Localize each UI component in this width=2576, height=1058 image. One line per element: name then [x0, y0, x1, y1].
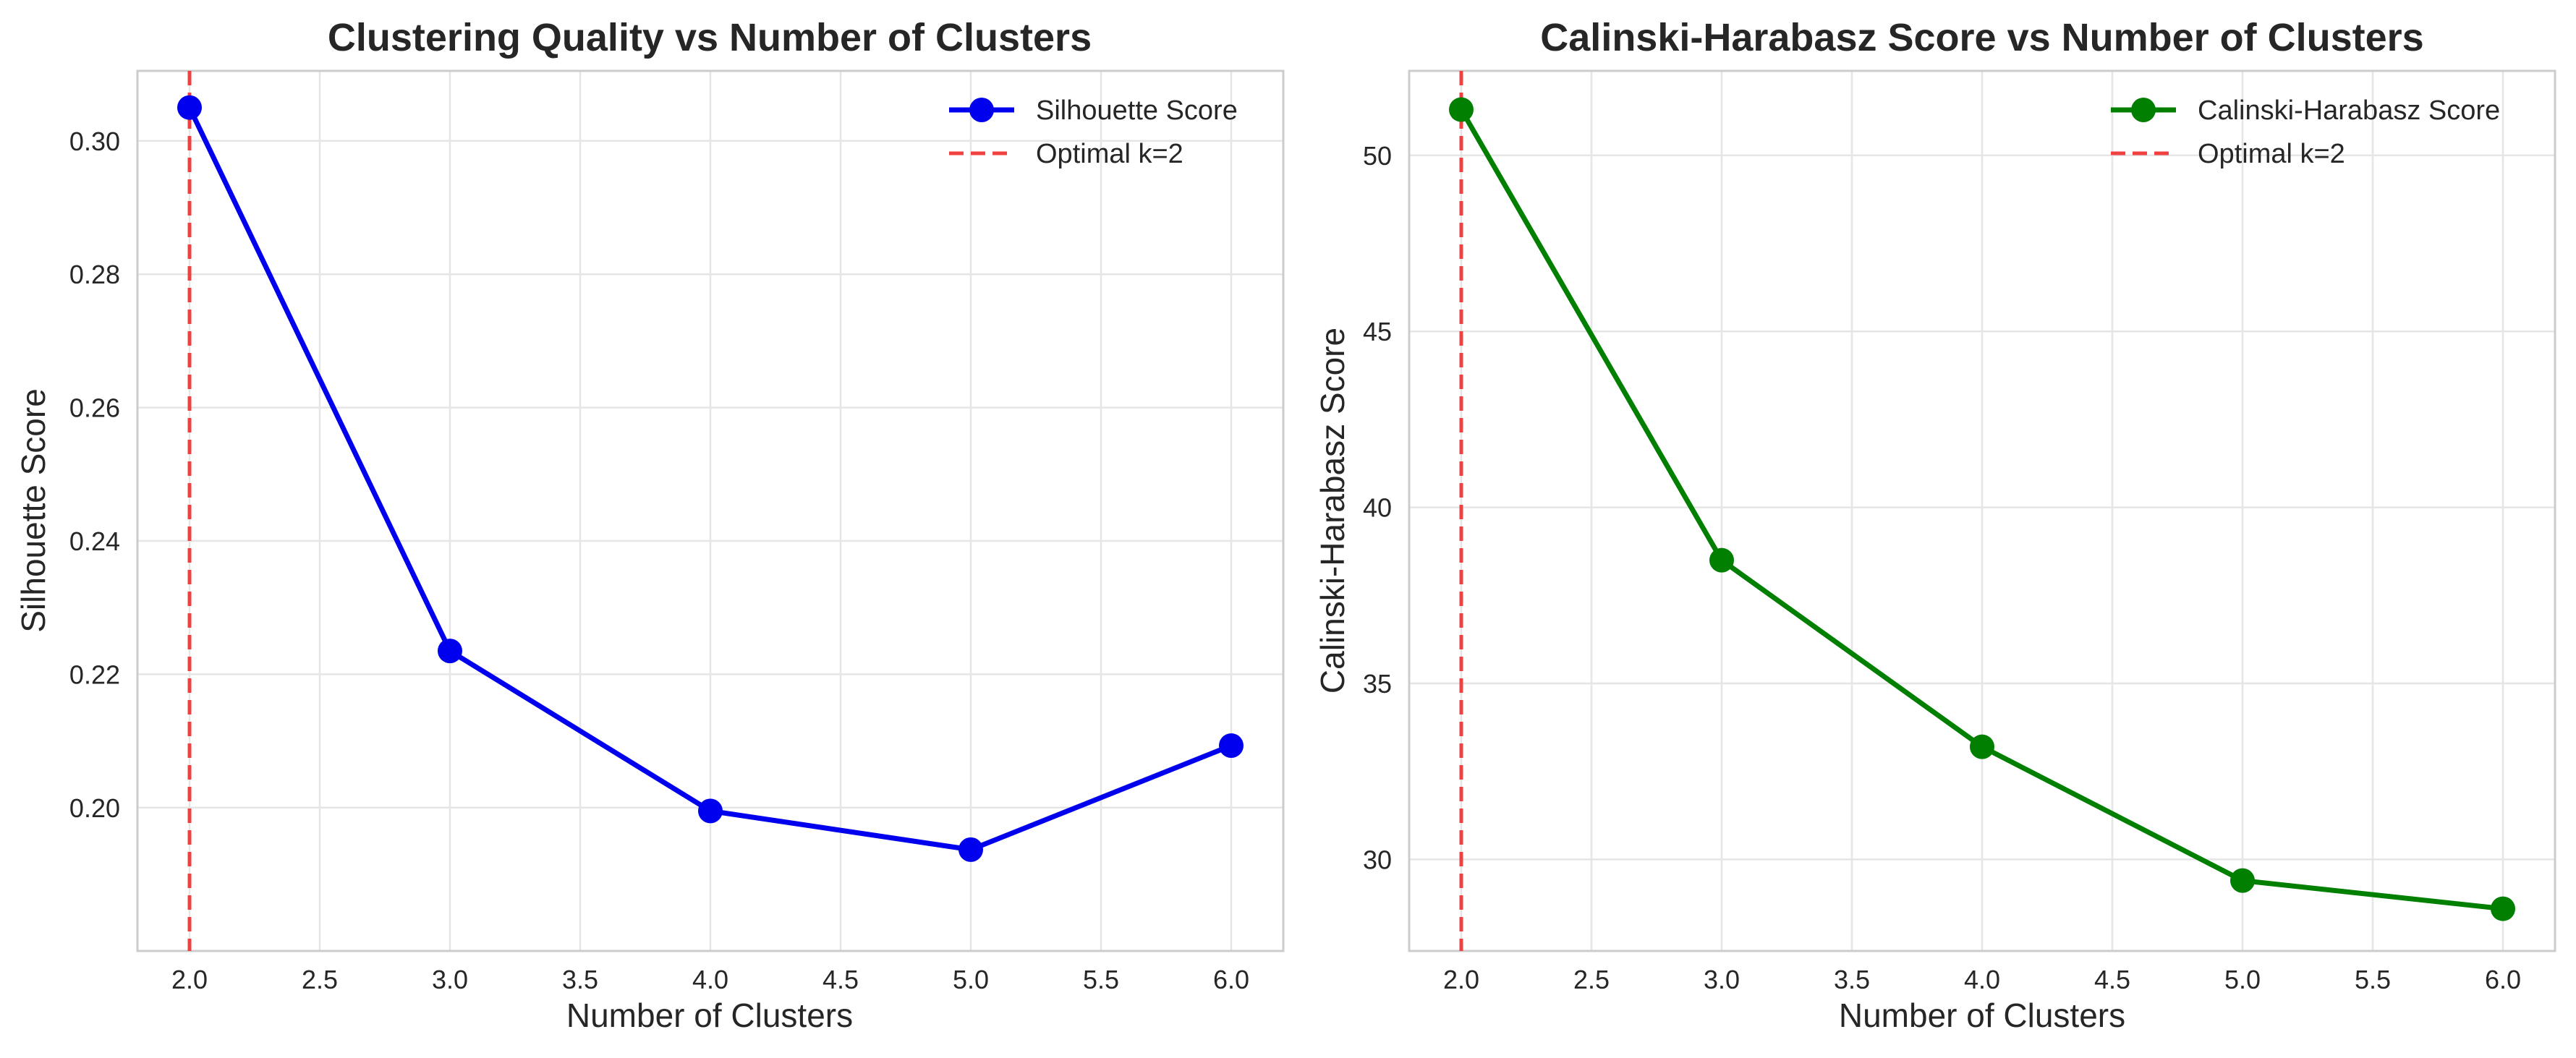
x-tick-label: 2.0 [1443, 965, 1479, 994]
data-point [958, 837, 983, 862]
y-tick-label: 0.26 [69, 393, 120, 423]
x-tick-label: 5.0 [2224, 965, 2261, 994]
x-tick-label: 4.0 [692, 965, 728, 994]
data-point [1219, 733, 1244, 759]
x-tick-label: 3.5 [562, 965, 598, 994]
legend-series-label: Silhouette Score [1036, 95, 1238, 126]
data-point [698, 798, 723, 824]
y-tick-label: 0.22 [69, 660, 120, 689]
y-axis-label: Silhouette Score [14, 388, 52, 633]
x-tick-label: 5.0 [953, 965, 989, 994]
legend-series-label: Calinski-Harabasz Score [2198, 95, 2500, 126]
series-layer [177, 95, 1244, 862]
x-axis-ticks: 2.0 2.5 3.0 3.5 4.0 4.5 5.0 5.5 6.0 [171, 965, 1249, 994]
calinski-harabasz-chart: Calinski-Harabasz Score vs Number of Clu… [1314, 16, 2556, 1034]
data-point [1449, 97, 1474, 122]
y-tick-label: 0.28 [69, 260, 120, 289]
grid [137, 71, 1283, 951]
x-tick-label: 2.5 [1573, 965, 1610, 994]
x-tick-label: 2.0 [171, 965, 208, 994]
y-axis-ticks: 0.20 0.22 0.24 0.26 0.28 0.30 [69, 127, 120, 823]
x-tick-label: 6.0 [1213, 965, 1249, 994]
x-tick-label: 4.0 [1964, 965, 2000, 994]
x-tick-label: 4.5 [2094, 965, 2130, 994]
x-axis-label: Number of Clusters [566, 997, 853, 1034]
y-tick-label: 45 [1363, 317, 1392, 346]
data-point [1709, 547, 1734, 573]
legend-series-marker [2131, 98, 2156, 122]
silhouette-chart: Clustering Quality vs Number of Clusters… [14, 16, 1285, 1034]
y-tick-label: 0.20 [69, 793, 120, 823]
x-tick-label: 6.0 [2485, 965, 2521, 994]
x-tick-label: 3.0 [432, 965, 468, 994]
x-axis-ticks: 2.0 2.5 3.0 3.5 4.0 4.5 5.0 5.5 6.0 [1443, 965, 2521, 994]
y-tick-label: 40 [1363, 493, 1392, 523]
x-tick-label: 3.5 [1834, 965, 1870, 994]
data-point [2230, 868, 2255, 893]
legend-vline-label: Optimal k=2 [2198, 139, 2345, 169]
x-tick-label: 3.0 [1704, 965, 1740, 994]
x-tick-label: 4.5 [822, 965, 859, 994]
grid [1409, 71, 2555, 951]
x-tick-label: 5.5 [1083, 965, 1119, 994]
y-tick-label: 0.30 [69, 127, 120, 156]
legend: Calinski-Harabasz Score Optimal k=2 [2111, 95, 2500, 169]
series-layer [1449, 97, 2515, 921]
legend-vline-label: Optimal k=2 [1036, 139, 1183, 169]
data-point [177, 95, 202, 120]
legend: Silhouette Score Optimal k=2 [949, 95, 1238, 169]
x-axis-label: Number of Clusters [1839, 997, 2125, 1034]
y-tick-label: 30 [1363, 845, 1392, 874]
y-axis-ticks: 30 35 40 45 50 [1363, 141, 1392, 875]
y-tick-label: 35 [1363, 669, 1392, 699]
chart-title: Calinski-Harabasz Score vs Number of Clu… [1540, 16, 2423, 59]
data-point [1970, 734, 1994, 759]
x-tick-label: 5.5 [2355, 965, 2391, 994]
y-tick-label: 50 [1363, 141, 1392, 171]
y-axis-label: Calinski-Harabasz Score [1314, 328, 1351, 694]
y-tick-label: 0.24 [69, 526, 120, 556]
data-point [438, 639, 462, 664]
plot-frame [136, 69, 1285, 952]
legend-series-marker [969, 98, 994, 122]
plot-frame [1408, 69, 2556, 952]
chart-title: Clustering Quality vs Number of Clusters [328, 16, 1092, 59]
data-point [2491, 896, 2515, 921]
x-tick-label: 2.5 [302, 965, 338, 994]
